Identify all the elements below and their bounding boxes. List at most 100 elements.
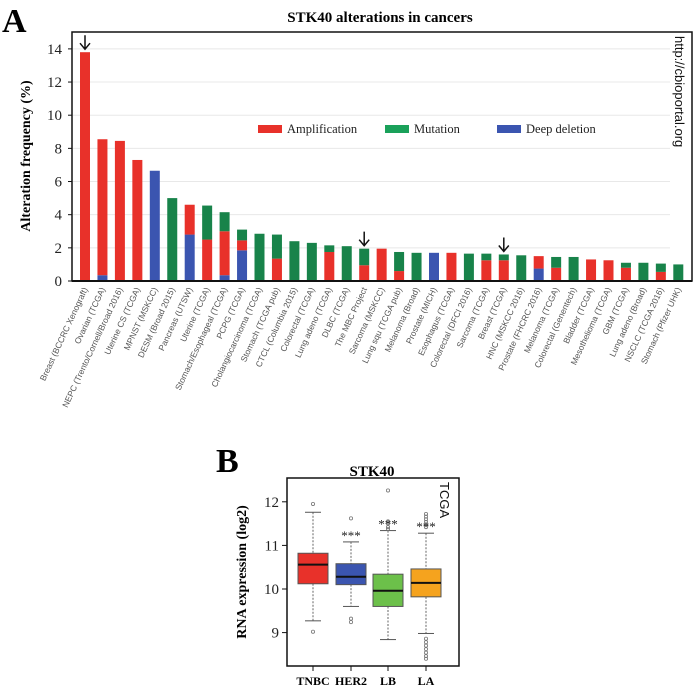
bars bbox=[80, 52, 684, 281]
chart-a: A STK40 alterations in cancers 0 2 4 6 8 10 12… bbox=[2, 3, 693, 409]
x-tick-label: HER2 bbox=[335, 674, 367, 688]
outlier-point bbox=[423, 640, 428, 645]
y-tick-label: 10 bbox=[264, 582, 279, 598]
y-axis-label: Alteration frequency (%) bbox=[19, 80, 34, 232]
y-tick-label: 12 bbox=[47, 75, 62, 91]
box-iqr bbox=[297, 552, 329, 585]
bar-deep-deletion bbox=[237, 250, 248, 281]
significance-label: *** bbox=[378, 517, 398, 532]
bar-amplification bbox=[114, 140, 125, 281]
x-tick-label: TNBC bbox=[296, 674, 329, 688]
bar-mutation bbox=[551, 256, 562, 268]
tcga-annotation: TCGA bbox=[437, 482, 452, 518]
outlier-point bbox=[423, 636, 428, 641]
bar-mutation bbox=[568, 256, 579, 281]
arrow-markers bbox=[79, 35, 510, 253]
source-url: http://cbioportal.org bbox=[672, 36, 687, 147]
bar-amplification bbox=[394, 271, 405, 281]
bar-mutation bbox=[254, 233, 265, 281]
bar-amplification bbox=[446, 252, 457, 281]
significance-label: *** bbox=[341, 528, 361, 543]
box-lb: *** bbox=[372, 488, 404, 641]
bar-mutation bbox=[359, 248, 370, 266]
y-axis-label-b: RNA expression (log2) bbox=[235, 505, 250, 639]
outlier-point bbox=[310, 629, 315, 634]
x-ticks-b: TNBC HER2 LB LA bbox=[296, 666, 435, 688]
bar-amplification bbox=[533, 256, 544, 269]
chart-a-title: STK40 alterations in cancers bbox=[287, 10, 473, 26]
significance-label: *** bbox=[416, 519, 436, 534]
box-la: *** bbox=[410, 512, 442, 661]
bar-mutation bbox=[394, 251, 405, 272]
bar-mutation bbox=[324, 245, 335, 252]
bar-mutation bbox=[655, 263, 666, 272]
bar-amplification bbox=[184, 204, 195, 235]
bar-mutation bbox=[237, 229, 248, 241]
bar-amplification bbox=[324, 251, 335, 281]
outlier-point bbox=[348, 620, 353, 625]
y-tick-label: 2 bbox=[55, 241, 63, 257]
chart-b-title: STK40 bbox=[349, 464, 394, 480]
bar-amplification bbox=[376, 248, 387, 281]
outlier-point bbox=[423, 517, 428, 522]
bar-deep-deletion bbox=[97, 275, 108, 281]
bar-mutation bbox=[516, 255, 527, 281]
bar-mutation bbox=[673, 264, 684, 281]
bar-mutation bbox=[306, 242, 317, 281]
outlier-point bbox=[310, 501, 315, 506]
bar-deep-deletion bbox=[533, 268, 544, 281]
y-tick-label: 4 bbox=[55, 208, 63, 224]
outlier-point bbox=[423, 512, 428, 517]
bar-mutation bbox=[411, 252, 422, 281]
outlier-point bbox=[423, 522, 428, 527]
bar-amplification bbox=[620, 267, 631, 281]
arrow-down-icon bbox=[358, 231, 370, 247]
outlier-point bbox=[385, 488, 390, 493]
bar-mutation bbox=[498, 254, 509, 261]
boxes: *** *** *** bbox=[297, 488, 442, 661]
outlier-point bbox=[423, 514, 428, 519]
bar-mutation bbox=[289, 241, 300, 281]
outlier-point bbox=[348, 516, 353, 521]
bar-amplification bbox=[498, 260, 509, 281]
legend: Amplification Mutation Deep deletion bbox=[258, 122, 597, 136]
x-tick-label: LA bbox=[418, 674, 435, 688]
bar-mutation bbox=[341, 246, 352, 281]
arrow-down-icon bbox=[498, 237, 510, 253]
bar-amplification bbox=[237, 240, 248, 251]
bar-amplification bbox=[219, 231, 230, 276]
outlier-point bbox=[385, 519, 390, 524]
bar-amplification bbox=[202, 239, 213, 281]
bar-deep-deletion bbox=[149, 170, 160, 281]
bar-amplification bbox=[655, 271, 666, 281]
bar-amplification bbox=[551, 267, 562, 281]
legend-swatch bbox=[497, 125, 521, 133]
bar-mutation bbox=[167, 198, 178, 281]
y-ticks: 0 2 4 6 8 10 12 14 bbox=[47, 42, 72, 290]
bar-deep-deletion bbox=[184, 234, 195, 281]
panel-letter-a: A bbox=[2, 3, 27, 40]
bar-deep-deletion bbox=[429, 252, 439, 281]
bar-amplification bbox=[586, 259, 597, 281]
outlier-point bbox=[423, 647, 428, 652]
grid-lines bbox=[73, 48, 670, 249]
outlier-point bbox=[385, 526, 390, 531]
outlier-point bbox=[423, 519, 428, 524]
bar-amplification bbox=[481, 260, 492, 281]
box-iqr bbox=[335, 563, 367, 586]
bar-amplification bbox=[271, 258, 282, 281]
legend-label: Amplification bbox=[287, 122, 358, 136]
bar-amplification bbox=[80, 52, 90, 281]
bar-mutation bbox=[620, 262, 631, 268]
y-tick-label: 8 bbox=[55, 141, 63, 157]
arrow-down-icon bbox=[79, 35, 91, 51]
y-tick-label: 6 bbox=[55, 175, 63, 191]
outlier-point bbox=[423, 654, 428, 659]
bar-mutation bbox=[219, 212, 230, 232]
box-tnbc bbox=[297, 501, 329, 634]
legend-swatch bbox=[258, 125, 282, 133]
y-tick-label: 11 bbox=[265, 538, 279, 554]
bar-amplification bbox=[97, 139, 108, 276]
panel-letter-b: B bbox=[216, 443, 239, 480]
